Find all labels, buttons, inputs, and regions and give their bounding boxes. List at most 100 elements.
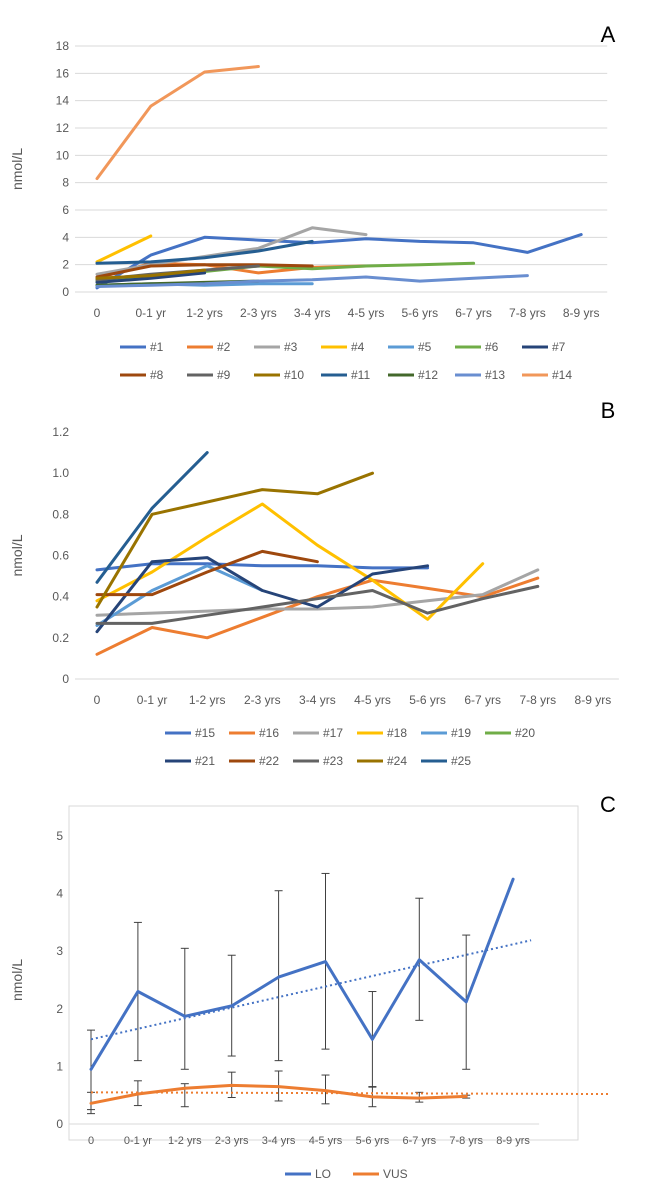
x-tick-label: 0 [88,1135,94,1147]
series-line [95,268,207,280]
y-tick-label: 0.2 [52,631,69,645]
y-tick-label: 6 [62,203,69,217]
x-tick-label: 2-3 yrs [240,306,277,320]
panel-label: B [601,398,616,423]
x-tick-label: 5-6 yrs [401,306,438,320]
y-tick-label: 4 [56,887,63,901]
y-tick-label: 5 [56,829,63,843]
legend-item-label: #23 [323,754,343,768]
series-line [89,1083,468,1105]
series-line [95,271,207,284]
x-tick-label: 0-1 yr [124,1135,152,1147]
series-line [95,233,583,290]
y-tick-label: 16 [56,66,70,80]
y-tick-label: 0 [56,1117,63,1131]
trend-line [90,1091,609,1096]
x-tick-label: 7-8 yrs [519,693,556,707]
series-line [95,451,209,584]
legend-item-label: #4 [351,340,365,354]
legend-item-label: LO [315,1167,331,1181]
series-line [95,568,540,617]
series-line [95,274,529,288]
x-tick-label: 0-1 yr [137,693,168,707]
legend-item-label: #16 [259,726,279,740]
series-line [95,556,430,634]
legend-item-label: #14 [552,368,572,382]
y-tick-label: 0.4 [52,590,69,604]
x-tick-label: 2-3 yrs [244,693,281,707]
series-line [95,564,264,627]
legend-item-label: #15 [195,726,215,740]
legend-item-label: #1 [150,340,164,354]
y-tick-label: 1 [56,1059,63,1073]
legend-item-label: #10 [284,368,304,382]
x-tick-label: 4-5 yrs [309,1135,343,1147]
x-tick-label: 4-5 yrs [348,306,385,320]
series-line [95,65,260,181]
x-tick-label: 8-9 yrs [563,306,600,320]
legend-item-label: #8 [150,368,164,382]
y-tick-label: 0 [62,285,69,299]
series-line [95,502,485,621]
y-tick-label: 8 [62,176,69,190]
x-tick-label: 3-4 yrs [299,693,336,707]
x-tick-label: 0-1 yr [135,306,166,320]
x-tick-label: 6-7 yrs [455,306,492,320]
series-line [95,234,153,264]
y-axis-label: nmol/L [9,148,25,190]
y-tick-label: 0.8 [52,507,69,521]
legend-item-label: #9 [217,368,231,382]
x-tick-label: 2-3 yrs [215,1135,249,1147]
x-tick-label: 8-9 yrs [575,693,612,707]
legend-item-label: #21 [195,754,215,768]
legend-item-label: #6 [485,340,499,354]
legend-item-label: #11 [351,368,370,382]
y-tick-label: 3 [56,944,63,958]
legend-item-label: #25 [451,754,471,768]
x-tick-label: 7-8 yrs [449,1135,483,1147]
legend-item-label: #24 [387,754,407,768]
legend-item-label: #17 [323,726,343,740]
legend-item-label: #3 [284,340,298,354]
x-tick-label: 7-8 yrs [509,306,546,320]
series-line [95,239,314,265]
x-tick-label: 5-6 yrs [356,1135,390,1147]
y-tick-label: 2 [56,1002,63,1016]
legend-item-label: #20 [515,726,535,740]
y-tick-label: 4 [62,230,69,244]
x-tick-label: 6-7 yrs [402,1135,436,1147]
y-tick-label: 0.6 [52,549,69,563]
panel-label: C [600,792,616,817]
x-tick-label: 1-2 yrs [186,306,223,320]
x-tick-label: 1-2 yrs [168,1135,202,1147]
y-tick-label: 1.2 [52,425,69,439]
series-line [95,471,374,609]
series-line [95,584,540,625]
chart-frame [68,805,579,1141]
legend-item-label: VUS [383,1167,408,1181]
y-tick-label: 1.0 [52,466,69,480]
legend-item-label: #18 [387,726,407,740]
y-tick-label: 18 [56,39,70,53]
x-tick-label: 8-9 yrs [496,1135,530,1147]
y-tick-label: 0 [62,672,69,686]
series-line [95,263,314,279]
series-line [95,226,368,276]
panel-label: A [601,22,616,47]
y-tick-label: 12 [56,121,70,135]
y-tick-label: 2 [62,258,69,272]
legend-item-label: #5 [418,340,432,354]
x-tick-label: 6-7 yrs [464,693,501,707]
legend-item-label: #12 [418,368,438,382]
series-line [89,877,515,1071]
y-axis-label: nmol/L [9,534,25,576]
legend-item-label: #13 [485,368,505,382]
legend-item-label: #2 [217,340,231,354]
x-tick-label: 4-5 yrs [354,693,391,707]
x-tick-label: 3-4 yrs [262,1135,296,1147]
series-line [95,576,540,656]
y-tick-label: 14 [56,94,70,108]
legend-item-label: #7 [552,340,566,354]
